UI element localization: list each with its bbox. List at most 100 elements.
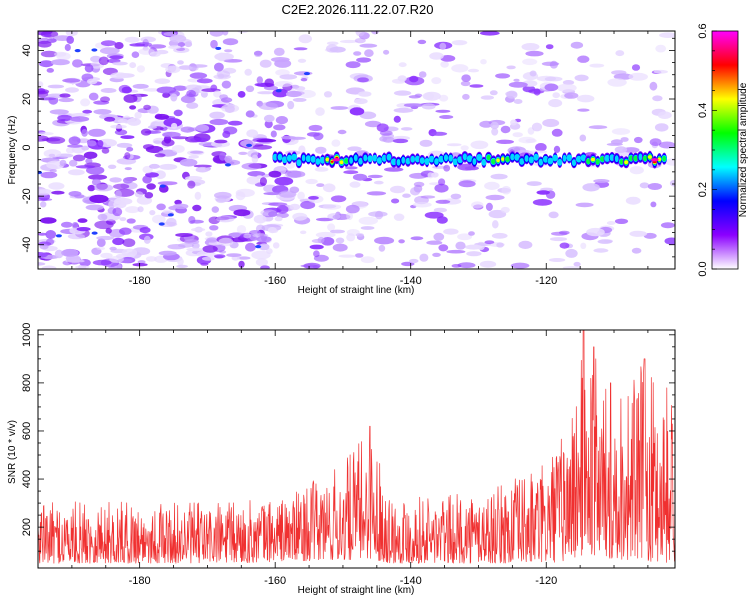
noise-blob [314, 167, 329, 172]
noise-blob [300, 200, 316, 210]
signal-blob [286, 154, 292, 162]
noise-blob [577, 94, 595, 103]
noise-blob [457, 262, 476, 269]
noise-blob [142, 175, 152, 184]
noise-blob [327, 213, 341, 220]
noise-blob [339, 39, 358, 44]
noise-blob [400, 127, 413, 131]
noise-blob [317, 236, 325, 244]
noise-blob [315, 107, 325, 116]
noise-blob [529, 70, 537, 77]
noise-blob [137, 206, 144, 213]
noise-blob [607, 78, 627, 87]
noise-blob [154, 113, 170, 120]
noise-blob [287, 100, 295, 110]
signal-blob [538, 158, 544, 166]
noise-blob [409, 75, 419, 83]
noise-blob [96, 238, 106, 247]
noise-blob [259, 59, 272, 68]
noise-blob [410, 236, 424, 241]
noise-blob [222, 38, 239, 46]
noise-blob [323, 91, 333, 98]
signal-blob [419, 157, 425, 165]
noise-blob [305, 178, 318, 185]
snr-ticks: -180 -160 -140 -120 200 400 600 800 1000 [21, 323, 675, 587]
noise-blob [364, 49, 374, 57]
noise-blob [45, 230, 57, 239]
noise-speck [303, 71, 310, 76]
noise-blob [297, 58, 307, 63]
signal-blob [376, 157, 383, 164]
noise-blob [38, 262, 46, 266]
noise-blob [107, 164, 117, 169]
signal-blob [619, 159, 624, 165]
noise-blob [85, 204, 104, 211]
noise-blob [177, 42, 186, 47]
noise-blob [71, 112, 91, 117]
noise-blob [309, 244, 324, 250]
noise-blob [315, 146, 327, 154]
noise-blob [156, 86, 177, 94]
signal-blob [319, 156, 326, 164]
noise-blob [162, 92, 171, 98]
noise-blob [44, 33, 52, 37]
noise-blob [114, 42, 124, 50]
noise-blob [430, 131, 448, 136]
noise-blob [193, 164, 212, 168]
noise-blob [316, 183, 325, 188]
noise-blob [191, 227, 206, 232]
signal-blob [557, 158, 563, 166]
noise-blob [72, 59, 83, 68]
noise-blob [433, 207, 447, 213]
noise-blob [484, 181, 500, 190]
noise-blob [186, 102, 199, 109]
noise-blob [466, 251, 482, 257]
noise-blob [112, 61, 128, 66]
noise-blob [508, 81, 528, 88]
noise-blob [80, 98, 91, 107]
noise-blob [615, 50, 625, 57]
noise-blob [345, 204, 360, 214]
noise-blob [245, 242, 256, 252]
noise-blob [222, 130, 231, 138]
noise-blob [213, 90, 222, 98]
noise-blob [429, 52, 444, 60]
noise-blob [631, 64, 641, 71]
noise-blob [397, 75, 407, 82]
signal-blob [566, 154, 573, 162]
noise-blob [586, 227, 605, 237]
signal-blob [466, 155, 473, 163]
noise-blob [100, 88, 117, 93]
noise-blob [93, 109, 112, 115]
signal-blob [296, 159, 302, 167]
noise-blob [224, 49, 233, 53]
noise-blob [140, 128, 152, 136]
noise-blob [162, 209, 173, 214]
noise-blob [593, 248, 609, 253]
signal-blob [372, 154, 378, 162]
signal-blob [428, 155, 435, 163]
noise-blob [143, 235, 151, 244]
noise-blob [548, 99, 563, 108]
noise-blob [147, 125, 157, 129]
x-tick-label: -180 [129, 575, 151, 587]
noise-blob [137, 260, 146, 264]
noise-blob [274, 81, 293, 87]
colorbar-tick-label: 0.6 [697, 23, 709, 38]
noise-blob [506, 90, 518, 99]
noise-blob [276, 205, 289, 214]
signal-blob [510, 153, 515, 161]
signal-blob [472, 158, 477, 165]
noise-blob [274, 59, 292, 68]
noise-speck [91, 231, 98, 235]
noise-blob [300, 230, 307, 235]
noise-blob [268, 170, 282, 178]
noise-speck [246, 143, 253, 148]
noise-blob [180, 95, 196, 104]
noise-blob [88, 128, 106, 137]
noise-blob [647, 183, 663, 190]
noise-blob [354, 253, 364, 258]
noise-blob [545, 44, 554, 50]
noise-blob [216, 70, 231, 78]
noise-blob [190, 64, 208, 68]
